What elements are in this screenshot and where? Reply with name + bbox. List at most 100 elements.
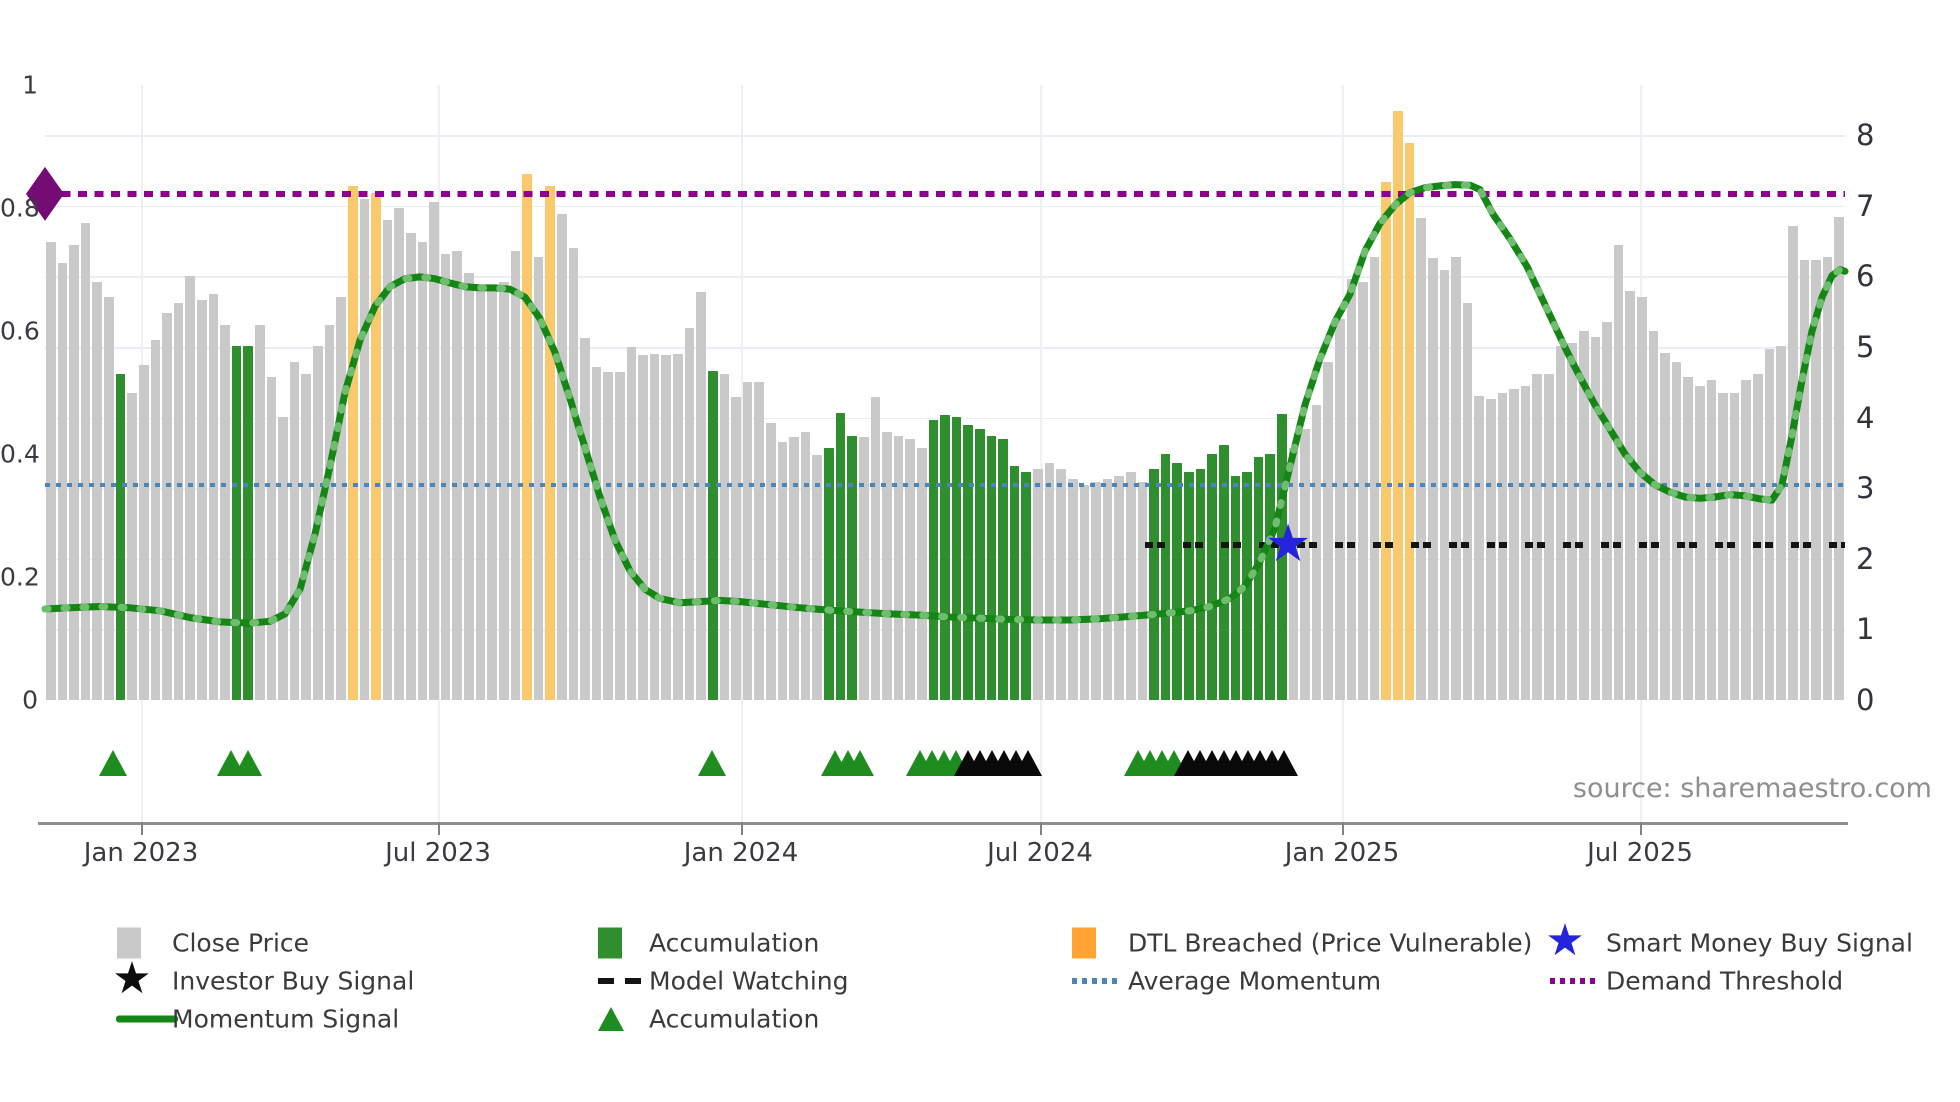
right-axis-label: 0	[1856, 683, 1875, 717]
close-price-bar	[1683, 377, 1694, 700]
close-price-bar	[580, 338, 590, 700]
x-axis-tick	[141, 823, 143, 835]
close-price-bar	[1474, 395, 1484, 700]
close-price-bar	[719, 374, 730, 700]
legend-label: Accumulation	[649, 928, 820, 958]
close-price-bar	[1346, 278, 1357, 700]
close-price-bar	[1834, 217, 1844, 700]
right-axis-label: 6	[1856, 259, 1875, 294]
close-price-bar	[1323, 361, 1334, 700]
accumulation-bar	[115, 374, 126, 700]
legend-swatch-bar	[1072, 927, 1096, 959]
close-price-bar	[556, 214, 567, 700]
close-price-bar	[568, 247, 579, 700]
close-price-bar	[626, 346, 637, 700]
close-price-bar	[684, 327, 695, 700]
close-price-bar	[208, 294, 219, 700]
accumulation-bar	[1009, 466, 1020, 700]
x-axis-label: Jan 2024	[683, 838, 799, 868]
close-price-bar	[1102, 478, 1113, 700]
h-gridline	[45, 205, 1845, 208]
close-price-bar	[1056, 469, 1066, 700]
legend-label: Model Watching	[649, 966, 849, 996]
left-axis-label: 0.2	[0, 562, 40, 592]
accumulation-bar	[1195, 469, 1206, 700]
legend-label: Close Price	[172, 928, 310, 958]
close-price-bar	[313, 346, 323, 700]
x-axis-label: Jul 2024	[987, 838, 1093, 868]
demand-threshold-line	[45, 191, 1845, 197]
close-price-bar	[1799, 260, 1810, 700]
close-price-bar	[1590, 337, 1601, 700]
close-price-bar	[417, 241, 428, 700]
close-price-bar	[255, 324, 265, 700]
left-axis-label: 0	[22, 685, 38, 715]
close-price-bar	[1625, 291, 1635, 700]
close-price-bar	[1358, 281, 1368, 700]
close-price-bar	[150, 340, 161, 700]
h-gridline	[45, 276, 1845, 278]
right-axis-label: 3	[1856, 471, 1875, 506]
close-price-bar	[1335, 318, 1345, 700]
legend-swatch-dots	[1072, 978, 1122, 984]
close-price-bar	[498, 281, 509, 700]
close-price-bar	[882, 431, 892, 700]
accumulation-bar	[707, 370, 718, 700]
close-price-bar	[127, 392, 137, 700]
accumulation-triangle-icon	[234, 750, 262, 776]
legend-label: Momentum Signal	[172, 1004, 400, 1034]
close-price-bar	[1067, 478, 1078, 700]
close-price-bar	[754, 382, 764, 700]
close-price-bar	[196, 300, 207, 700]
x-axis-tick	[438, 823, 440, 835]
close-price-bar	[731, 396, 741, 700]
close-price-bar	[1137, 481, 1148, 700]
close-price-bar	[289, 361, 300, 700]
investor-buy-triangle-icon	[1270, 750, 1298, 776]
right-axis-label: 5	[1856, 330, 1875, 364]
dtl-breached-bar	[1381, 181, 1392, 700]
close-price-bar	[777, 441, 788, 700]
close-price-bar	[1578, 331, 1589, 700]
dtl-breached-bar	[371, 192, 381, 700]
left-axis-label: 0.6	[0, 316, 40, 346]
x-axis-label: Jan 2025	[1284, 838, 1400, 868]
accumulation-bar	[951, 417, 962, 700]
average-momentum-line	[45, 482, 1845, 487]
legend-swatch-star-icon: ★	[112, 953, 152, 1005]
x-axis-line	[38, 822, 1848, 825]
accumulation-triangle-icon	[698, 750, 726, 776]
x-axis-tick	[741, 823, 743, 835]
accumulation-bar	[963, 425, 974, 700]
close-price-bar	[510, 251, 521, 700]
close-price-bar	[1822, 257, 1833, 700]
legend-label: Demand Threshold	[1606, 966, 1844, 996]
close-price-bar	[405, 232, 416, 700]
dtl-breached-bar	[347, 186, 358, 700]
x-axis-label: Jul 2023	[385, 838, 491, 868]
close-price-bar	[1416, 218, 1426, 700]
close-price-bar	[220, 324, 230, 700]
close-price-bar	[266, 377, 277, 700]
close-price-bar	[765, 423, 776, 700]
model-watching-line	[1145, 542, 1845, 548]
close-price-bar	[905, 438, 915, 700]
close-price-bar	[591, 366, 602, 700]
close-price-bar	[1787, 226, 1798, 700]
accumulation-bar	[1207, 454, 1217, 700]
accumulation-bar	[1265, 454, 1275, 700]
legend: Close Price ★ Investor Buy Signal Momentum …	[0, 910, 1960, 1102]
close-price-bar	[1044, 463, 1055, 700]
close-price-bar	[789, 436, 799, 700]
close-price-bar	[603, 371, 614, 700]
accumulation-bar	[1230, 475, 1241, 700]
close-price-bar	[1671, 361, 1682, 700]
legend-swatch-bar	[117, 927, 141, 959]
right-axis-label: 8	[1856, 118, 1875, 153]
legend-swatch-dots	[1550, 978, 1600, 984]
close-price-bar	[615, 371, 625, 700]
close-price-bar	[429, 201, 439, 700]
right-axis-label: 1	[1856, 612, 1875, 647]
legend-label: Smart Money Buy Signal	[1606, 928, 1913, 958]
